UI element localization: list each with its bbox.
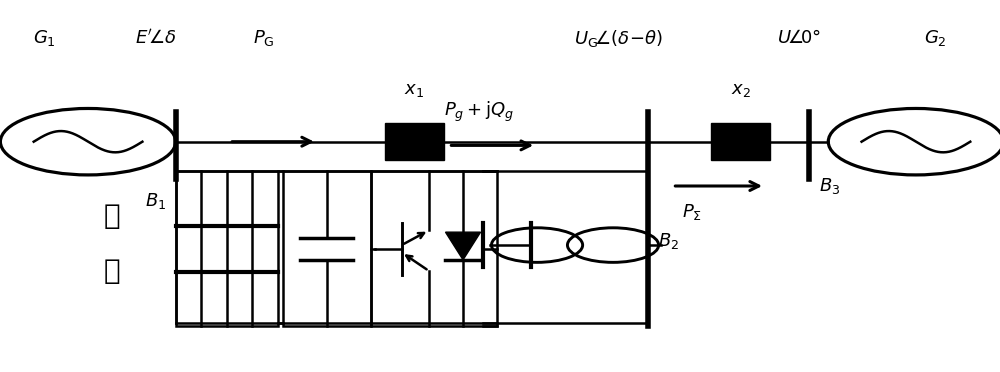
Text: $U_\mathrm{G}\!\angle(\delta\!-\!\theta)$: $U_\mathrm{G}\!\angle(\delta\!-\!\theta)… [574, 28, 664, 49]
Text: $P_\Sigma$: $P_\Sigma$ [682, 202, 702, 222]
Text: $P_g+\mathrm{j}Q_g$: $P_g+\mathrm{j}Q_g$ [444, 100, 514, 124]
Text: $x_1$: $x_1$ [404, 81, 424, 99]
Text: $B_3$: $B_3$ [819, 176, 840, 196]
Text: $U\!\angle\!0°$: $U\!\angle\!0°$ [777, 29, 821, 47]
Text: $E'\!\angle\delta$: $E'\!\angle\delta$ [135, 29, 177, 48]
Text: $G_2$: $G_2$ [924, 28, 947, 48]
Text: $P_\mathrm{G}$: $P_\mathrm{G}$ [253, 28, 274, 48]
Bar [371, 171, 497, 326]
Text: 伏: 伏 [104, 257, 121, 285]
Bar [176, 171, 278, 326]
Text: $B_1$: $B_1$ [145, 191, 166, 211]
Bar [711, 123, 770, 160]
Polygon shape [445, 232, 481, 260]
Text: $B_2$: $B_2$ [658, 231, 679, 251]
Bar [283, 171, 371, 326]
Text: $G_1$: $G_1$ [33, 28, 56, 48]
Text: $x_2$: $x_2$ [731, 81, 751, 99]
Bar [385, 123, 444, 160]
Text: 光: 光 [104, 202, 121, 230]
